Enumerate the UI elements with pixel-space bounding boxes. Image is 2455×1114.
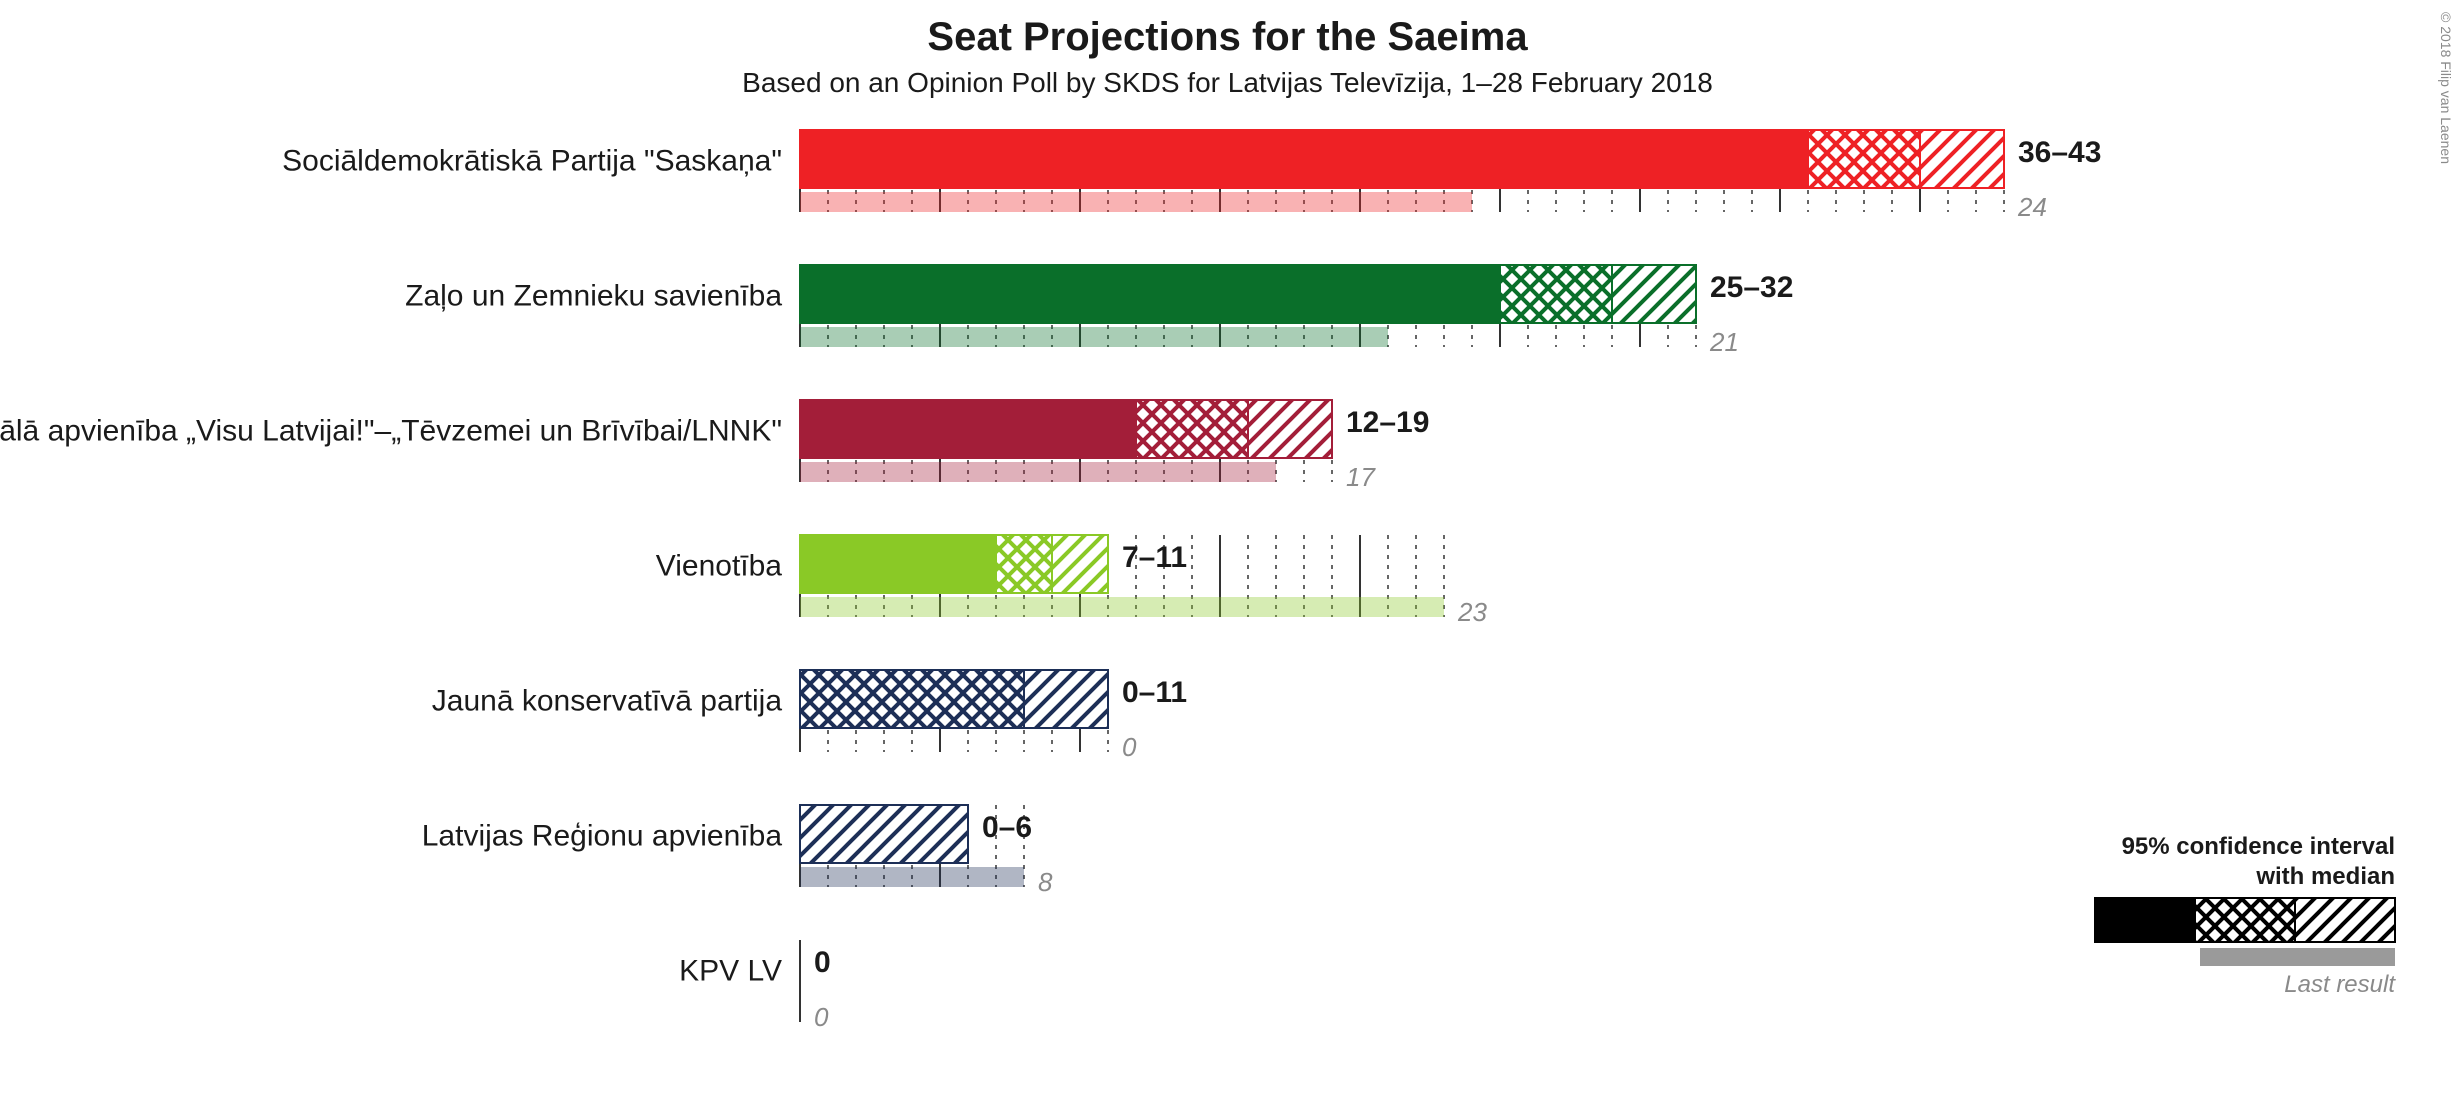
ci-crosshatch-segment (996, 535, 1052, 593)
ci-crosshatch-segment (1808, 130, 1920, 188)
previous-result-bar (800, 597, 1444, 617)
ci-diagonal-segment (1248, 400, 1332, 458)
previous-label: 0 (814, 1002, 829, 1032)
ci-crosshatch-segment (800, 670, 1024, 728)
party-row: Nacionālā apvienība „Visu Latvijai!"–„Tē… (0, 400, 1429, 492)
legend-swatch-diagonal (2295, 898, 2395, 942)
chart-subtitle: Based on an Opinion Poll by SKDS for Lat… (742, 67, 1713, 98)
party-name: Nacionālā apvienība „Visu Latvijai!"–„Tē… (0, 415, 782, 448)
range-label: 36–43 (2018, 136, 2101, 169)
legend-ci-line1: 95% confidence interval (2122, 833, 2395, 860)
ci-diagonal-segment (1052, 535, 1108, 593)
party-name: Jaunā konservatīvā partija (432, 685, 783, 718)
ci-diagonal-segment (1024, 670, 1108, 728)
party-row: Zaļo un Zemnieku savienība 25–32 21 (405, 265, 1793, 357)
range-label: 12–19 (1346, 406, 1429, 439)
previous-result-bar (800, 192, 1472, 212)
ci-solid-segment (800, 265, 1500, 323)
ci-crosshatch-segment (1500, 265, 1612, 323)
legend-swatch-solid (2095, 898, 2195, 942)
party-row: KPV LV 0 0 (679, 940, 831, 1032)
previous-result-bar (800, 867, 1024, 887)
ci-crosshatch-segment (1136, 400, 1248, 458)
ci-solid-segment (800, 400, 1136, 458)
previous-label: 8 (1038, 867, 1053, 897)
party-name: Zaļo un Zemnieku savienība (405, 280, 782, 313)
chart-svg: Seat Projections for the Saeima Based on … (0, 0, 2455, 1114)
legend-prev-label: Last result (2284, 971, 2396, 998)
party-row: Jaunā konservatīvā partija 0–11 0 (432, 670, 1187, 762)
party-row: Latvijas Reģionu apvienība 0–68 (422, 805, 1053, 897)
range-label: 25–32 (1710, 271, 1793, 304)
ci-diagonal-segment (800, 805, 968, 863)
ci-solid-segment (800, 535, 996, 593)
legend-prev-swatch (2200, 948, 2395, 966)
previous-result-bar (800, 327, 1388, 347)
legend-swatch-crosshatch (2195, 898, 2295, 942)
party-name: KPV LV (679, 955, 782, 988)
range-label: 7–11 (1122, 541, 1187, 574)
ci-diagonal-segment (1920, 130, 2004, 188)
previous-label: 23 (1457, 597, 1487, 627)
range-label: 0–11 (1122, 676, 1187, 709)
party-row: Sociāldemokrātiskā Partija "Saskaņa" 36–4… (282, 130, 2101, 222)
party-name: Vienotība (656, 550, 783, 583)
previous-result-bar (800, 462, 1276, 482)
credit-text: © 2018 Filip van Laenen (2438, 12, 2454, 164)
previous-label: 17 (1346, 462, 1376, 492)
previous-label: 21 (1709, 327, 1739, 357)
range-label: 0 (814, 946, 831, 979)
previous-label: 24 (2017, 192, 2047, 222)
range-label: 0–6 (982, 811, 1032, 844)
party-row: Vienotība 7–11 23 (656, 535, 1488, 627)
chart-container: Seat Projections for the Saeima Based on … (0, 0, 2455, 1114)
legend: 95% confidence interval with median Last r… (2095, 833, 2396, 998)
legend-ci-line2: with median (2255, 863, 2395, 890)
ci-solid-segment (800, 130, 1808, 188)
chart-title: Seat Projections for the Saeima (927, 15, 1528, 59)
party-name: Sociāldemokrātiskā Partija "Saskaņa" (282, 145, 782, 178)
previous-label: 0 (1122, 732, 1137, 762)
ci-diagonal-segment (1612, 265, 1696, 323)
party-name: Latvijas Reģionu apvienība (422, 820, 783, 853)
